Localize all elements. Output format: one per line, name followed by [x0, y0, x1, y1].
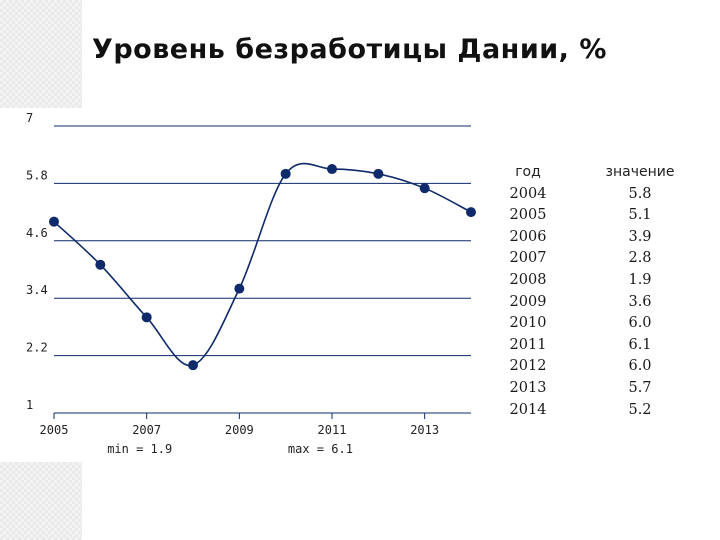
- table-cell-year: 2012: [509, 358, 547, 375]
- table-cell-year: 2008: [509, 271, 547, 288]
- x-tick-label: 2007: [132, 423, 161, 437]
- max-label: max = 6.1: [288, 442, 353, 456]
- table-cell-value: 1.9: [628, 271, 652, 288]
- table-cell-value: 5.1: [628, 207, 652, 224]
- data-point: [141, 312, 152, 323]
- table-cell-year: 2013: [509, 379, 547, 396]
- table-cell-value: 5.7: [628, 379, 652, 396]
- year-column-header: год: [515, 164, 541, 180]
- data-point: [373, 168, 384, 179]
- table-cell-year: 2004: [509, 185, 547, 202]
- y-tick-label: 7: [26, 111, 33, 125]
- value-column: значение 5.8 5.1 3.9 2.8 1.9 3.6 6.0 6.1 6.0 5.7 5…: [600, 162, 680, 418]
- decorative-pattern: [0, 0, 82, 108]
- table-cell-value: 5.2: [628, 401, 652, 418]
- data-point: [419, 183, 430, 194]
- data-point: [280, 168, 291, 179]
- table-cell-value: 6.1: [628, 336, 652, 353]
- x-tick-label: 2011: [318, 423, 347, 437]
- y-tick-label: 4.6: [26, 226, 48, 240]
- table-cell-value: 5.8: [628, 185, 652, 202]
- y-tick-label: 2.2: [26, 341, 48, 355]
- table-cell-year: 2011: [509, 336, 547, 353]
- table-cell-value: 3.9: [628, 228, 652, 245]
- min-label: min = 1.9: [107, 442, 172, 456]
- table-cell-value: 3.6: [628, 293, 652, 310]
- data-point: [327, 164, 337, 175]
- data-point: [95, 259, 106, 270]
- data-point: [234, 283, 245, 294]
- table-cell-value: 2.8: [628, 250, 652, 267]
- data-point: [466, 207, 476, 218]
- table-cell-year: 2010: [509, 315, 547, 332]
- table-cell-year: 2005: [509, 207, 547, 224]
- value-column-header: значение: [605, 164, 675, 180]
- table-cell-year: 2006: [509, 228, 547, 245]
- table-cell-value: 6.0: [628, 315, 652, 332]
- year-column: год 2004 2005 2006 2007 2008 2009 2010 2011 2012…: [500, 162, 556, 418]
- page-title: Уровень безработицы Дании, %: [92, 34, 607, 65]
- series-line: [53, 162, 472, 367]
- y-tick-label: 5.8: [26, 168, 48, 182]
- decorative-pattern: [0, 462, 82, 540]
- table-cell-year: 2007: [509, 250, 547, 267]
- data-point: [188, 360, 198, 371]
- table-cell-value: 6.0: [628, 358, 652, 375]
- data-point: [49, 216, 59, 227]
- x-tick-label: 2013: [410, 423, 439, 437]
- x-tick-label: 2009: [225, 423, 254, 437]
- y-tick-label: 1: [26, 398, 33, 412]
- y-tick-label: 3.4: [26, 283, 48, 297]
- table-cell-year: 2009: [509, 293, 547, 310]
- x-tick-label: 2005: [40, 423, 69, 437]
- table-cell-year: 2014: [509, 401, 547, 418]
